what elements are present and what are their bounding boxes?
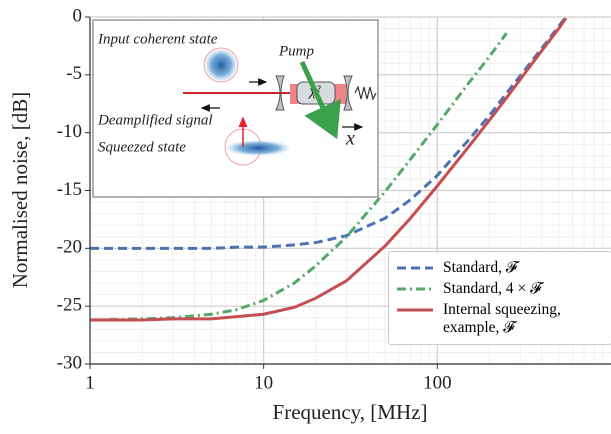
inset-pump-label: Pump: [278, 43, 314, 59]
legend: Standard, 𝓕 Standard, 4 × 𝓕 Internal squee…: [388, 251, 611, 345]
pump-arrow: [299, 60, 341, 140]
tick-labels: 1 10 100 0 -5 -10 -15 -20 -25 -30: [57, 5, 452, 393]
x-axis-label: Frequency, [MHz]: [273, 400, 428, 424]
legend-label: Internal squeezing, example, 𝓕: [443, 301, 561, 336]
spring: [354, 85, 377, 101]
series-line: [90, 32, 508, 322]
inset-x-label: x: [345, 128, 355, 150]
inset: Input coherent state χ² Pump x Deamplifi…: [92, 19, 379, 198]
legend-label: Standard, 𝓕: [443, 259, 518, 276]
x-tick-label: 10: [254, 372, 273, 393]
y-tick-label: -15: [57, 179, 82, 200]
mirror-right: [343, 75, 353, 111]
series-line: [90, 17, 568, 322]
y-tick-label: -20: [57, 237, 82, 258]
y-tick-label: 0: [73, 5, 83, 26]
inset-squeezed-label: Squeezed state: [98, 139, 186, 155]
y-tick-label: -25: [57, 295, 82, 316]
y-axis-label: Normalised noise, [dB]: [8, 92, 32, 289]
legend-swatch: [397, 287, 433, 291]
inset-output-label: Deamplified signal: [97, 112, 213, 128]
x-tick-label: 1: [85, 372, 95, 393]
series-line: [90, 17, 568, 250]
legend-entry: Internal squeezing, example, 𝓕: [395, 301, 605, 337]
y-tick-label: -30: [57, 352, 82, 373]
series-group: [90, 17, 568, 322]
legend-swatch: [397, 308, 433, 312]
y-tick-label: -5: [66, 63, 82, 84]
mirror-left: [275, 75, 285, 111]
legend-entry: Standard, 4 × 𝓕: [395, 280, 605, 298]
inset-input-label: Input coherent state: [97, 31, 218, 47]
y-tick-label: -10: [57, 121, 82, 142]
legend-entry: Standard, 𝓕: [395, 259, 605, 277]
legend-label: Standard, 4 × 𝓕: [443, 280, 542, 297]
legend-swatch: [397, 266, 433, 270]
squeezed-state-icon: [225, 140, 291, 156]
x-tick-label: 100: [423, 372, 452, 393]
coherent-state-icon: [203, 47, 239, 83]
